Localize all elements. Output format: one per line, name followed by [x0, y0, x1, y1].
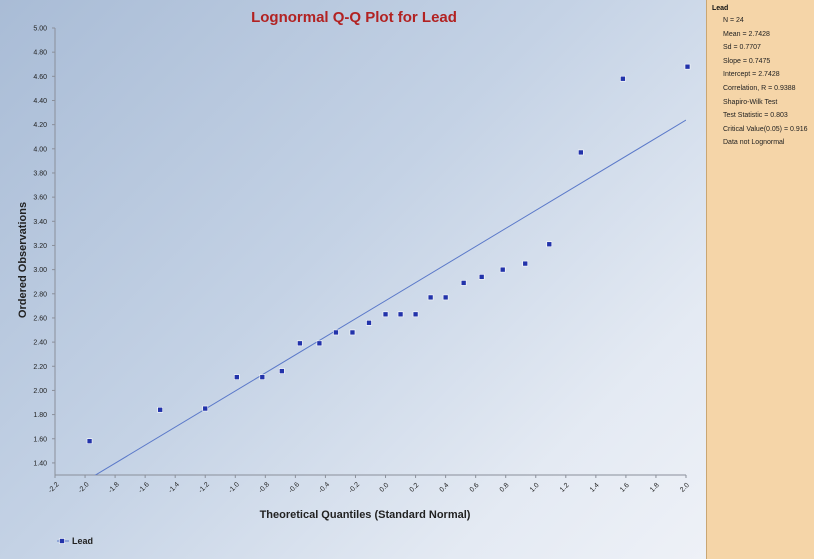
y-tick-label: 4.80 — [33, 50, 47, 57]
x-tick-label: -0.6 — [288, 481, 302, 495]
data-point — [316, 340, 323, 347]
data-point — [297, 340, 303, 347]
x-tick-label: -1.6 — [137, 481, 151, 495]
data-point — [578, 149, 584, 156]
y-tick-label: 2.00 — [33, 388, 47, 395]
data-point — [279, 368, 285, 374]
y-tick-label: 4.60 — [33, 74, 47, 81]
data-point — [349, 329, 356, 336]
y-tick-label: 2.60 — [33, 315, 47, 322]
x-tick-label: -0.8 — [258, 481, 272, 495]
data-point — [366, 319, 372, 326]
plot-area: 1.40 1.60 1.80 2.00 2.20 2.40 2.60 2.80 3.00 3.20… — [33, 26, 691, 495]
legend-marker — [59, 538, 65, 544]
legend-label: Lead — [72, 536, 93, 546]
x-tick-label: -0.4 — [318, 481, 332, 495]
y-tick-label: 3.60 — [33, 195, 47, 202]
data-point — [382, 311, 389, 318]
x-tick-label: -0.2 — [348, 481, 362, 495]
stats-line: Data not Lognormal — [723, 139, 785, 147]
y-tick-label: 3.80 — [33, 170, 47, 177]
y-tick-label: 2.20 — [33, 364, 47, 371]
data-point — [684, 63, 691, 70]
stats-line: Sd = 0.7707 — [723, 44, 761, 52]
y-tick-label: 2.80 — [33, 291, 47, 298]
x-tick-label: 1.8 — [649, 482, 661, 494]
data-point — [620, 75, 626, 82]
data-point — [233, 374, 240, 380]
stats-lines: N = 24 Mean = 2.7428 Sd = 0.7707 Slope = 0.… — [707, 12, 814, 150]
x-tick-label: 1.2 — [559, 482, 571, 494]
x-tick-label: 0.6 — [469, 482, 481, 494]
x-tick-label: -2.0 — [77, 481, 91, 495]
x-tick-label: -1.2 — [197, 481, 211, 495]
fit-line — [94, 119, 686, 475]
y-tick-label: 4.20 — [33, 122, 47, 129]
data-point — [157, 406, 163, 413]
stats-line: Shapiro-Wilk Test — [723, 98, 778, 106]
stats-line: Correlation, R = 0.9388 — [723, 84, 796, 92]
data-point — [427, 294, 434, 301]
data-point — [86, 438, 93, 444]
stats-header: Lead — [712, 5, 729, 12]
y-tick-label: 1.80 — [33, 412, 47, 419]
data-point — [499, 266, 506, 273]
data-point — [412, 311, 419, 318]
x-tick-label: 2.0 — [679, 482, 691, 494]
stats-line: Slope = 0.7475 — [723, 57, 771, 65]
x-tick-label: 0.4 — [439, 482, 451, 494]
x-tick-label: -1.8 — [107, 481, 121, 495]
y-tick-label: 3.20 — [33, 243, 47, 250]
data-point — [460, 280, 467, 286]
x-tick-label: 1.0 — [529, 482, 541, 494]
x-tick-label: -1.0 — [227, 481, 241, 495]
y-tick-label: 4.00 — [33, 146, 47, 153]
y-tick-label: 1.60 — [33, 436, 47, 443]
y-tick-label: 3.40 — [33, 219, 47, 226]
data-point — [333, 329, 339, 336]
x-tick-label: 1.6 — [619, 482, 631, 494]
stats-line: N = 24 — [723, 17, 744, 24]
legend[interactable]: Lead — [57, 536, 93, 546]
stats-line: Test Statistic = 0.803 — [723, 112, 788, 120]
data-point — [259, 374, 266, 380]
y-tick-label: 1.40 — [33, 460, 47, 467]
y-tick-label: 2.40 — [33, 340, 47, 347]
data-point — [202, 405, 209, 412]
data-point — [546, 241, 553, 248]
chart-title: Lognormal Q-Q Plot for Lead — [251, 9, 457, 26]
data-point — [522, 260, 529, 267]
y-axis-title: Ordered Observations — [17, 202, 29, 318]
statistics-panel: Lead N = 24 Mean = 2.7428 Sd = 0.7707 Slope… — [706, 0, 814, 559]
x-axis-title: Theoretical Quantiles (Standard Normal) — [260, 509, 471, 521]
qq-plot: Lognormal Q-Q Plot for Lead 1.401.601.80… — [17, 9, 691, 546]
x-tick-label: 0.8 — [499, 482, 511, 494]
x-tick-label: 0.0 — [379, 482, 391, 494]
y-tick-label: 3.00 — [33, 267, 47, 274]
stats-line: Mean = 2.7428 — [723, 30, 770, 38]
stats-line: Intercept = 2.7428 — [723, 71, 780, 79]
x-tick-label: -2.2 — [47, 481, 61, 495]
stats-line: Critical Value(0.05) = 0.916 — [723, 125, 808, 133]
chart-panel — [0, 0, 706, 559]
x-tick-label: 0.2 — [409, 482, 421, 494]
x-tick-label: 1.4 — [589, 482, 601, 494]
x-tick-label: -1.4 — [167, 481, 181, 495]
y-tick-label: 4.40 — [33, 98, 47, 105]
data-point — [397, 311, 404, 318]
y-tick-label: 5.00 — [33, 26, 47, 33]
data-point — [478, 274, 485, 280]
data-point — [442, 294, 449, 301]
